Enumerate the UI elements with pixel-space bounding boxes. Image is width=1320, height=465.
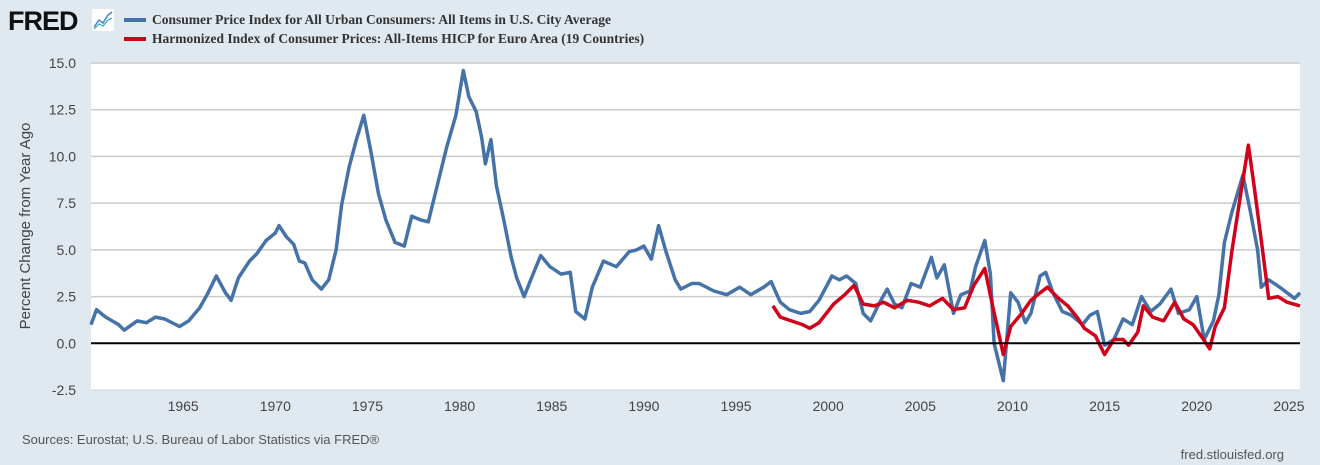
x-tick-label: 2015 <box>1089 398 1120 414</box>
x-tick-label: 2005 <box>905 398 936 414</box>
x-tick-label: 2020 <box>1181 398 1212 414</box>
legend-item-cpi: Consumer Price Index for All Urban Consu… <box>124 12 611 28</box>
y-tick-label: 10.0 <box>49 148 76 164</box>
x-tick-label: 2000 <box>813 398 844 414</box>
x-tick-label: 2025 <box>1273 398 1304 414</box>
y-tick-label: 0.0 <box>57 335 77 351</box>
x-tick-label: 2010 <box>997 398 1028 414</box>
legend-swatch <box>124 18 146 22</box>
sources-note: Sources: Eurostat; U.S. Bureau of Labor … <box>22 432 380 447</box>
x-tick-label: 1985 <box>536 398 567 414</box>
x-tick-label: 1980 <box>444 398 475 414</box>
y-tick-label: -2.5 <box>52 382 76 398</box>
x-tick-label: 1970 <box>260 398 291 414</box>
legend-swatch <box>124 37 146 41</box>
fred-url-link[interactable]: fred.stlouisfed.org <box>1180 447 1284 462</box>
y-tick-label: 2.5 <box>57 289 77 305</box>
y-tick-label: 12.5 <box>49 102 76 118</box>
x-tick-label: 1965 <box>168 398 199 414</box>
fred-logo[interactable]: FRED <box>8 6 78 36</box>
x-tick-label: 1990 <box>628 398 659 414</box>
y-tick-label: 5.0 <box>57 242 77 258</box>
legend-label: Harmonized Index of Consumer Prices: All… <box>152 31 645 46</box>
hicp-series-line <box>771 143 1301 357</box>
legend-label: Consumer Price Index for All Urban Consu… <box>152 12 611 27</box>
line-chart-icon <box>92 9 114 31</box>
plot-area <box>91 63 1300 390</box>
y-tick-label: 7.5 <box>57 195 77 211</box>
x-tick-label: 1975 <box>352 398 383 414</box>
x-tick-label: 1995 <box>720 398 751 414</box>
y-axis-label: Percent Change from Year Ago <box>17 123 34 330</box>
legend-item-hicp: Harmonized Index of Consumer Prices: All… <box>124 31 644 47</box>
cpi-series-line <box>89 68 1302 383</box>
y-tick-label: 15.0 <box>49 55 76 71</box>
